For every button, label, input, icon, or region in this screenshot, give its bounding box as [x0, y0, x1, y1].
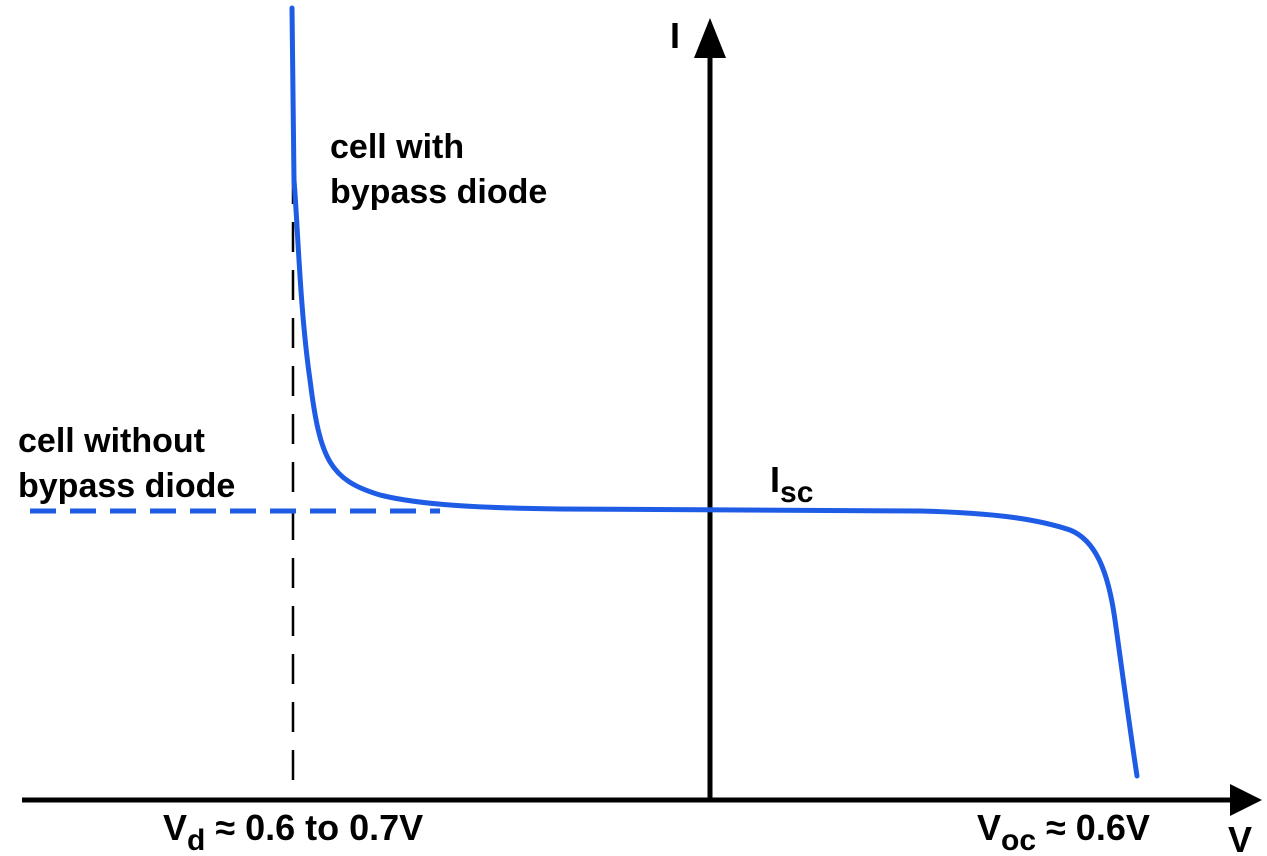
- without-diode-label-line2: bypass diode: [18, 467, 235, 505]
- v-axis-arrowhead: [1230, 784, 1262, 816]
- i-axis-arrowhead: [694, 18, 726, 58]
- with-diode-label-line1: cell with: [330, 128, 464, 166]
- voc-label: Voc ≈ 0.6V: [977, 807, 1150, 856]
- i-axis-label: I: [670, 15, 680, 56]
- iv-curve: [289, 5, 1140, 779]
- v-axis-label: V: [1228, 819, 1252, 856]
- vd-label: Vd ≈ 0.6 to 0.7V: [163, 807, 423, 856]
- isc-label: Isc: [770, 459, 813, 509]
- with-diode-label-line2: bypass diode: [330, 173, 547, 211]
- without-diode-label-line1: cell without: [18, 422, 205, 460]
